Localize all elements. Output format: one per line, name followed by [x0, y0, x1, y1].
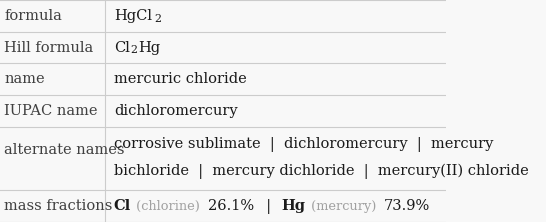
Text: (mercury): (mercury)	[307, 200, 380, 213]
Text: mercuric chloride: mercuric chloride	[114, 72, 247, 86]
Text: Cl: Cl	[114, 41, 130, 55]
Text: Hg: Hg	[281, 199, 305, 213]
Text: formula: formula	[4, 9, 62, 23]
Text: corrosive sublimate  |  dichloromercury  |  mercury: corrosive sublimate | dichloromercury | …	[114, 137, 493, 152]
Text: bichloride  |  mercury dichloride  |  mercury(II) chloride: bichloride | mercury dichloride | mercur…	[114, 164, 529, 179]
Text: mass fractions: mass fractions	[4, 199, 113, 213]
Text: Cl: Cl	[114, 199, 131, 213]
Text: HgCl: HgCl	[114, 9, 152, 23]
Text: name: name	[4, 72, 45, 86]
Text: 73.9%: 73.9%	[384, 199, 430, 213]
Text: IUPAC name: IUPAC name	[4, 104, 98, 118]
Text: 26.1%: 26.1%	[208, 199, 254, 213]
Text: Hg: Hg	[138, 41, 160, 55]
Text: 2: 2	[130, 45, 138, 55]
Text: (chlorine): (chlorine)	[132, 200, 204, 213]
Text: alternate names: alternate names	[4, 143, 125, 157]
Text: Hill formula: Hill formula	[4, 41, 94, 55]
Text: dichloromercury: dichloromercury	[114, 104, 238, 118]
Text: |: |	[257, 199, 280, 214]
Text: 2: 2	[154, 14, 161, 24]
